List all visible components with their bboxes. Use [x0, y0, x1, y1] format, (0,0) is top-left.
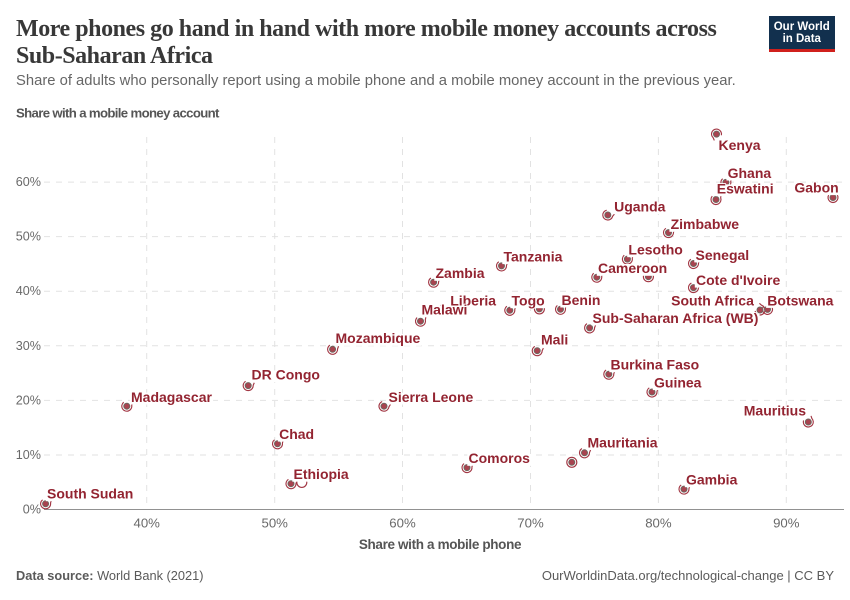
- svg-text:Zambia: Zambia: [436, 265, 485, 281]
- svg-text:Mauritius: Mauritius: [744, 403, 806, 419]
- svg-text:Liberia: Liberia: [450, 293, 496, 309]
- svg-text:90%: 90%: [773, 516, 800, 531]
- svg-text:Mauritania: Mauritania: [588, 434, 658, 450]
- svg-text:Guinea: Guinea: [654, 375, 702, 391]
- svg-text:Zimbabwe: Zimbabwe: [671, 216, 740, 232]
- svg-text:Chad: Chad: [279, 426, 314, 442]
- svg-text:Eswatini: Eswatini: [717, 181, 774, 197]
- svg-text:Cote d'Ivoire: Cote d'Ivoire: [696, 272, 780, 288]
- svg-text:50%: 50%: [261, 516, 288, 531]
- svg-text:40%: 40%: [133, 516, 160, 531]
- svg-text:Lesotho: Lesotho: [628, 242, 682, 258]
- svg-text:40%: 40%: [16, 284, 41, 298]
- svg-text:Sub-Saharan Africa (WB): Sub-Saharan Africa (WB): [593, 310, 759, 326]
- svg-text:DR Congo: DR Congo: [252, 367, 320, 383]
- svg-text:South Africa: South Africa: [671, 292, 754, 308]
- svg-text:0%: 0%: [23, 503, 41, 517]
- svg-text:Malawi: Malawi: [422, 302, 468, 318]
- svg-text:Gambia: Gambia: [686, 472, 738, 488]
- svg-text:Ghana: Ghana: [728, 165, 772, 181]
- svg-text:Botswana: Botswana: [767, 292, 833, 308]
- svg-text:Share with a mobile phone: Share with a mobile phone: [359, 537, 522, 552]
- svg-text:80%: 80%: [645, 516, 672, 531]
- svg-text:60%: 60%: [16, 175, 41, 189]
- svg-text:Uganda: Uganda: [614, 199, 666, 215]
- svg-text:Benin: Benin: [562, 292, 601, 308]
- svg-text:20%: 20%: [16, 393, 41, 407]
- svg-text:Madagascar: Madagascar: [131, 389, 212, 405]
- svg-text:Togo: Togo: [512, 293, 545, 309]
- svg-text:Senegal: Senegal: [696, 247, 750, 263]
- svg-text:60%: 60%: [389, 516, 416, 531]
- svg-text:Sierra Leone: Sierra Leone: [389, 389, 474, 405]
- svg-text:Mozambique: Mozambique: [336, 330, 421, 346]
- svg-text:Kenya: Kenya: [719, 137, 761, 153]
- svg-text:Tanzania: Tanzania: [504, 249, 563, 265]
- svg-text:30%: 30%: [16, 339, 41, 353]
- svg-text:Comoros: Comoros: [469, 450, 531, 466]
- svg-text:Mali: Mali: [541, 332, 568, 348]
- svg-text:Cameroon: Cameroon: [598, 260, 667, 276]
- svg-text:70%: 70%: [517, 516, 544, 531]
- svg-text:Burkina Faso: Burkina Faso: [611, 357, 700, 373]
- svg-text:Gabon: Gabon: [794, 180, 838, 196]
- svg-text:Ethiopia: Ethiopia: [294, 466, 349, 482]
- svg-text:Share with a mobile money acco: Share with a mobile money account: [16, 106, 220, 121]
- svg-text:10%: 10%: [16, 448, 41, 462]
- svg-text:South Sudan: South Sudan: [47, 486, 133, 502]
- svg-text:50%: 50%: [16, 230, 41, 244]
